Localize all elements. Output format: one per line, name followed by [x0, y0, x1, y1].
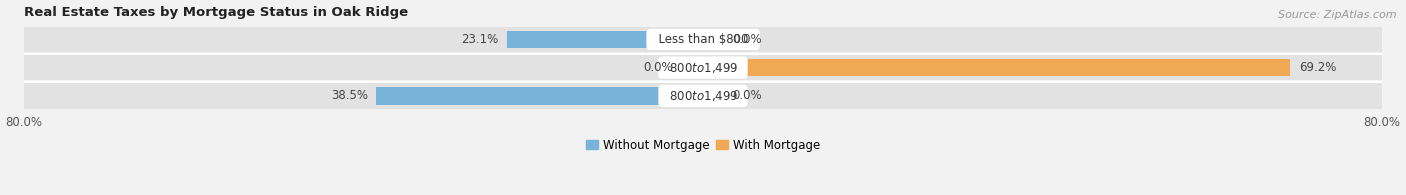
- Text: 0.0%: 0.0%: [644, 61, 673, 74]
- Bar: [24, 55, 1382, 80]
- Bar: [508, 31, 703, 48]
- Text: $800 to $1,499: $800 to $1,499: [662, 61, 744, 75]
- Text: 38.5%: 38.5%: [330, 89, 368, 102]
- Text: $800 to $1,499: $800 to $1,499: [662, 89, 744, 103]
- Text: 0.0%: 0.0%: [733, 33, 762, 46]
- Text: Source: ZipAtlas.com: Source: ZipAtlas.com: [1278, 10, 1396, 20]
- Bar: [24, 27, 1382, 52]
- Text: Real Estate Taxes by Mortgage Status in Oak Ridge: Real Estate Taxes by Mortgage Status in …: [24, 5, 408, 19]
- Legend: Without Mortgage, With Mortgage: Without Mortgage, With Mortgage: [581, 134, 825, 157]
- Bar: [703, 59, 1291, 76]
- Bar: [377, 87, 703, 105]
- Text: 0.0%: 0.0%: [733, 89, 762, 102]
- Text: 23.1%: 23.1%: [461, 33, 499, 46]
- Bar: [24, 83, 1382, 109]
- Text: Less than $800: Less than $800: [651, 33, 755, 46]
- Text: 69.2%: 69.2%: [1299, 61, 1336, 74]
